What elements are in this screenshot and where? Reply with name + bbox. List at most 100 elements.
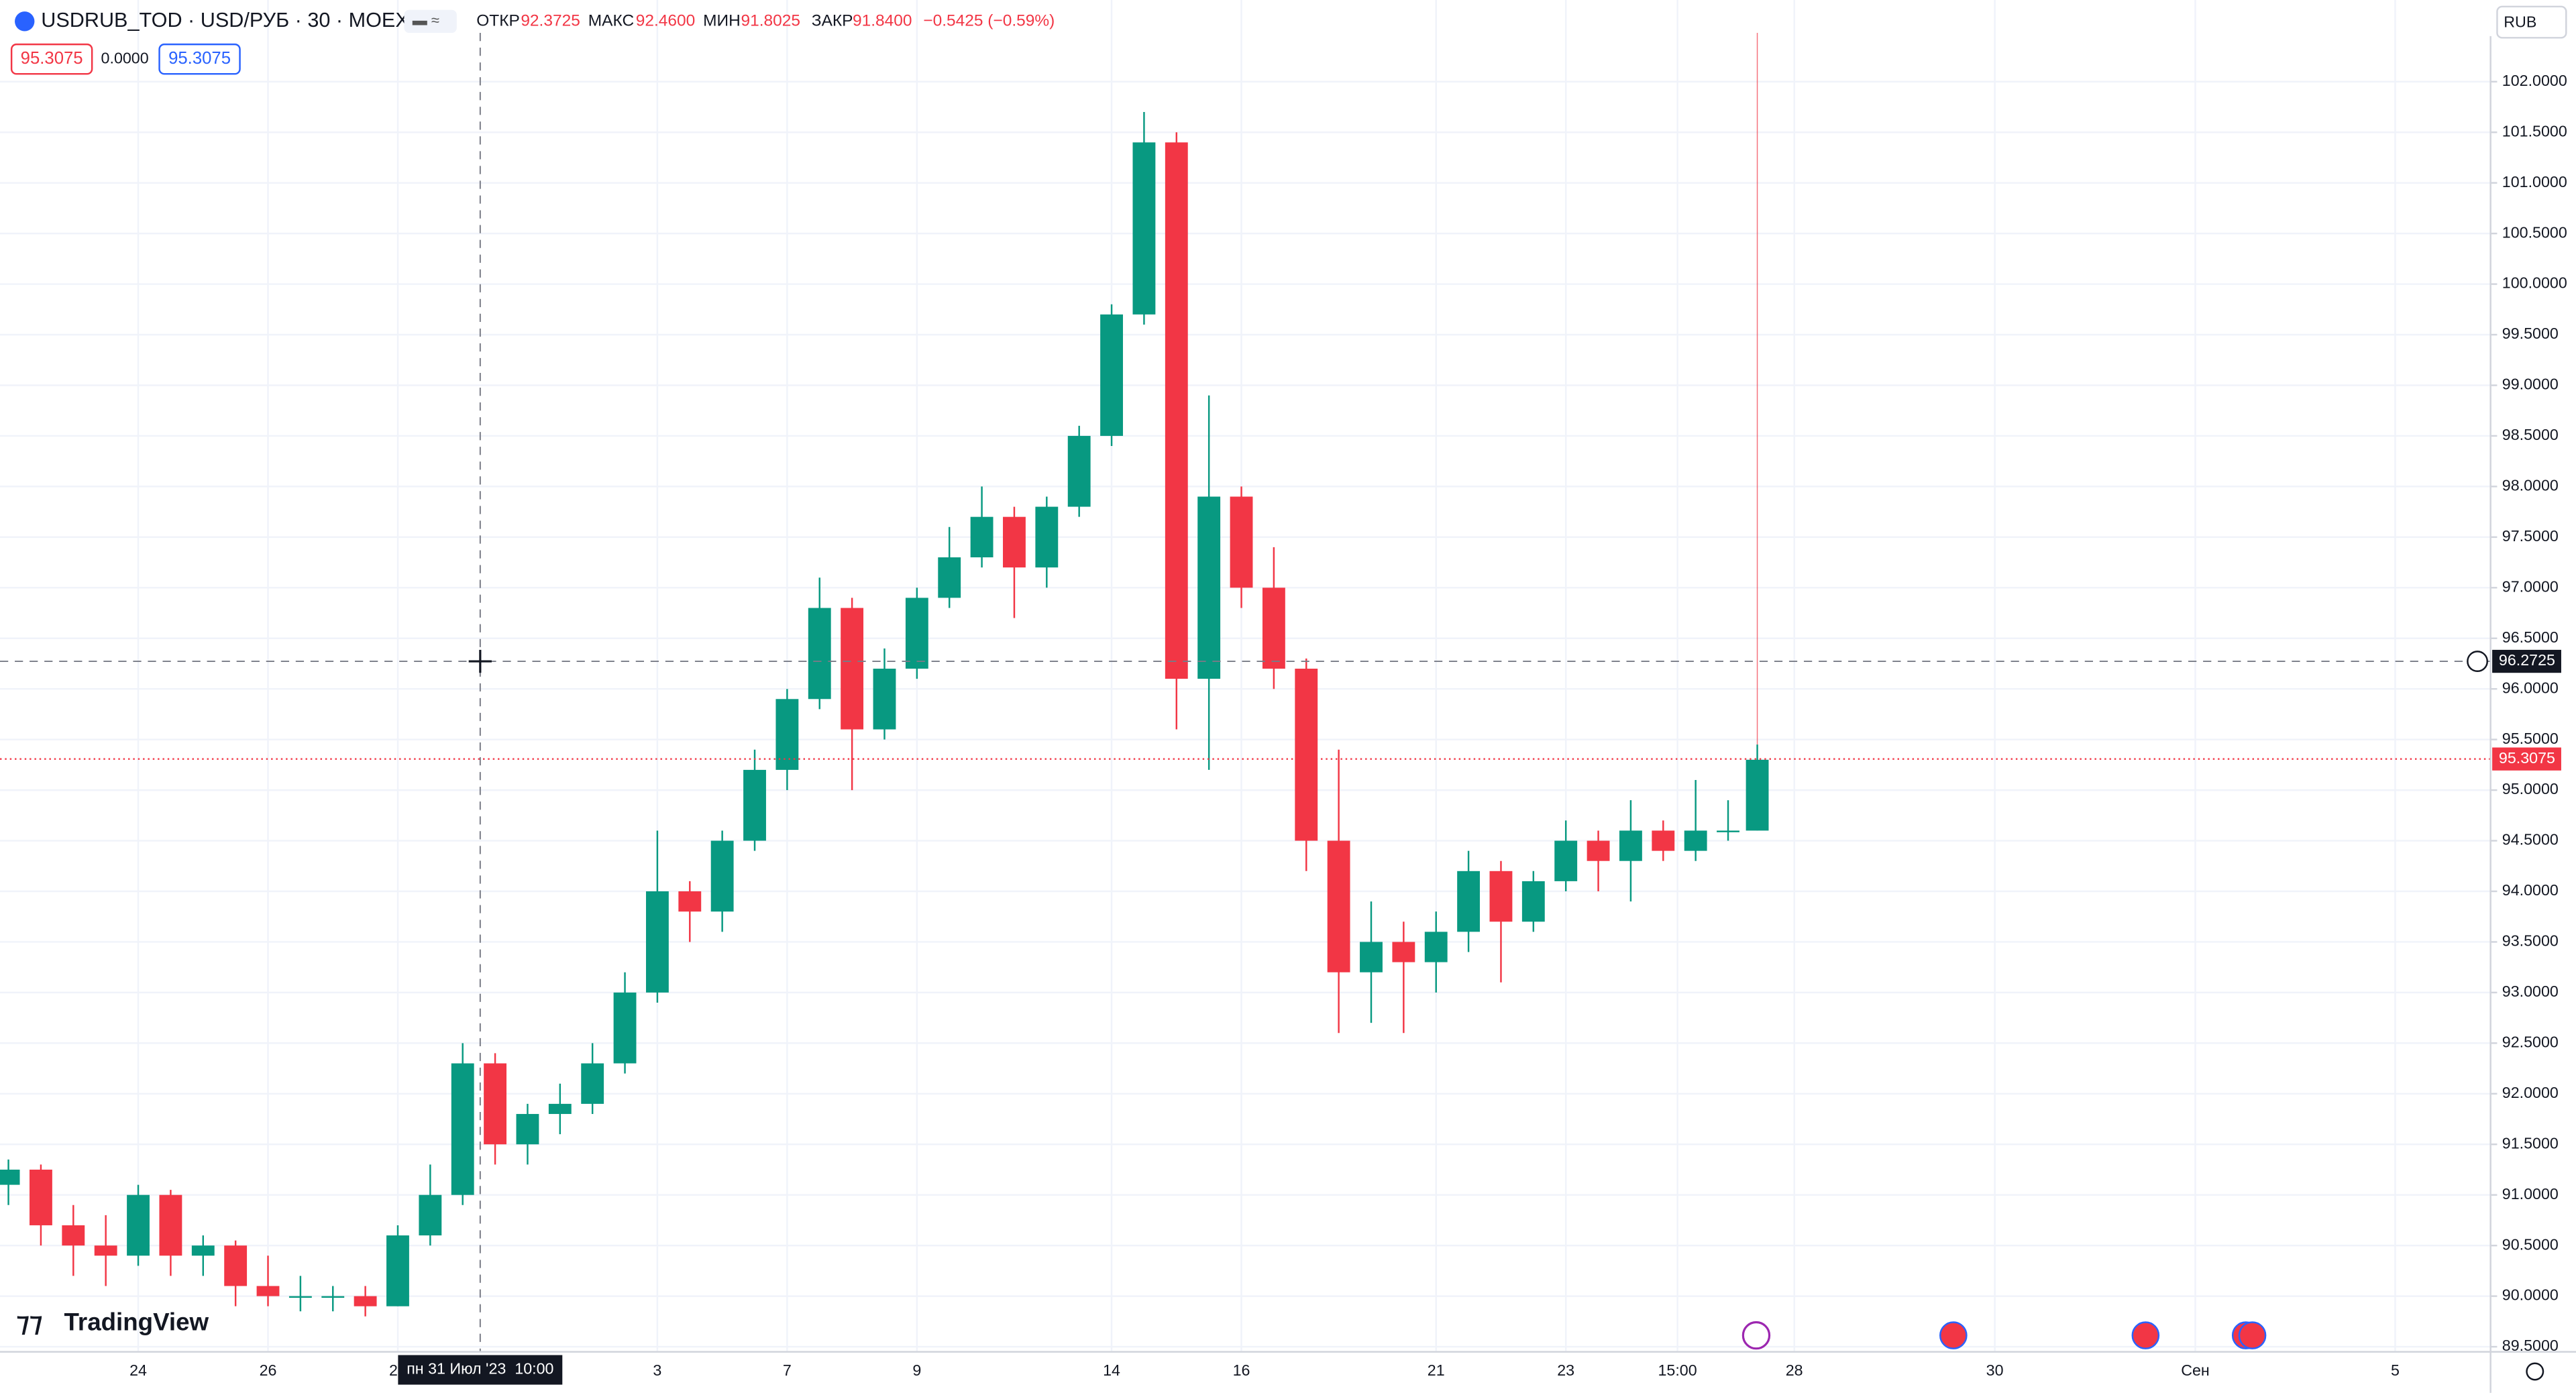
candle-body [1067, 435, 1091, 507]
add-alert-button[interactable] [2467, 651, 2488, 672]
close-value: 91.8400 [853, 11, 912, 30]
candle-body [841, 608, 864, 730]
candle-body [710, 840, 734, 912]
symbol[interactable]: USDRUB_TOD · USD/РУБ · 30 · MOEX [41, 9, 409, 32]
candle-body [645, 891, 669, 993]
candle-body [1652, 830, 1675, 851]
candle-body [938, 557, 961, 598]
y-tick-label: 93.0000 [2502, 983, 2559, 1000]
candle-body [386, 1235, 409, 1306]
candle-body [1197, 496, 1221, 679]
candle-body [354, 1296, 377, 1306]
y-tick-label: 98.0000 [2502, 477, 2559, 494]
candle-body [1295, 669, 1318, 841]
candle-body [1003, 516, 1026, 568]
logo: TradingView [64, 1308, 209, 1336]
header-buttons[interactable] [404, 9, 457, 33]
last-price-box [2492, 747, 2561, 771]
header-icon: ▬ ≈ [413, 12, 439, 29]
candle-body [775, 699, 799, 770]
crosshair-y-label: 96.2725 [2499, 651, 2555, 669]
candle-body [1457, 871, 1481, 932]
candle-body [1489, 871, 1513, 922]
candle-body [581, 1063, 604, 1104]
x-tick-label: 30 [1986, 1361, 2004, 1379]
low-value: 91.8025 [741, 11, 800, 30]
candle-body [484, 1063, 507, 1145]
x-tick-label: 16 [1233, 1361, 1250, 1379]
candle-body [1392, 942, 1415, 962]
buy-button[interactable] [158, 43, 241, 75]
y-tick-label: 96.5000 [2502, 628, 2559, 646]
candle-body [191, 1245, 215, 1256]
candle-body [451, 1063, 474, 1195]
candle-body [548, 1103, 572, 1114]
y-tick-label: 100.5000 [2502, 223, 2567, 241]
y-tick-label: 101.5000 [2502, 122, 2567, 140]
y-tick-label: 93.5000 [2502, 932, 2559, 950]
candle-body [159, 1194, 182, 1256]
candle-body [678, 891, 702, 912]
candles [0, 112, 1769, 1317]
candle-body [321, 1296, 345, 1298]
event-icon[interactable] [2131, 1321, 2160, 1349]
y-tick-label: 97.5000 [2502, 527, 2559, 545]
event-icon[interactable] [1741, 1321, 1771, 1350]
candle-body [1521, 881, 1545, 922]
y-tick-label: 95.0000 [2502, 780, 2559, 797]
candle-body [0, 1169, 20, 1185]
low-label: МИН [703, 11, 741, 30]
y-tick-label: 89.5000 [2502, 1337, 2559, 1354]
y-tick-label: 97.0000 [2502, 577, 2559, 595]
candle-body [1165, 142, 1188, 679]
x-tick-label: 23 [1557, 1361, 1574, 1379]
candle-body [1746, 759, 1769, 831]
spread: 0.0000 [101, 49, 149, 66]
y-tick-label: 91.0000 [2502, 1185, 2559, 1203]
symbol-flag [15, 11, 35, 32]
x-tick-label: 3 [653, 1361, 661, 1379]
high-value: 92.4600 [636, 11, 696, 30]
x-tick-label: 7 [783, 1361, 792, 1379]
candle-body [1554, 840, 1578, 881]
sell-price: 95.3075 [21, 49, 83, 68]
x-tick-label: Сен [2181, 1361, 2210, 1379]
sell-button[interactable] [10, 43, 93, 75]
candle-body [1230, 496, 1253, 588]
y-tick-label: 94.5000 [2502, 831, 2559, 848]
crosshair-x-box [398, 1355, 563, 1385]
x-tick-label: 9 [912, 1361, 921, 1379]
candle-body [1100, 314, 1123, 436]
candle-body [62, 1225, 85, 1246]
y-tick-label: 90.5000 [2502, 1235, 2559, 1253]
candle-body [873, 669, 896, 730]
x-tick-label: 14 [1103, 1361, 1120, 1379]
candle-body [94, 1245, 117, 1256]
y-tick-label: 102.0000 [2502, 72, 2567, 89]
candle-body [1035, 506, 1059, 568]
crosshair-y-box [2492, 649, 2561, 673]
candle-body [30, 1169, 52, 1225]
currency-button[interactable] [2496, 5, 2567, 39]
event-icon[interactable] [2238, 1321, 2267, 1349]
y-tick-label: 92.5000 [2502, 1033, 2559, 1050]
currency: RUB [2504, 13, 2536, 30]
settings-icon[interactable] [2526, 1362, 2544, 1381]
candle-body [256, 1286, 280, 1296]
candle-body [1587, 840, 1610, 861]
y-tick-label: 100.0000 [2502, 274, 2567, 292]
last-price-label: 95.3075 [2499, 749, 2555, 767]
candle-body [127, 1194, 150, 1256]
overlay [0, 32, 2491, 1352]
candle-body [1717, 830, 1739, 832]
candle-body [808, 608, 831, 700]
candle-body [224, 1245, 248, 1286]
x-tick-label: 28 [1786, 1361, 1803, 1379]
candle-body [419, 1194, 442, 1236]
high-label: МАКС [588, 11, 634, 30]
close-label: ЗАКР [812, 11, 853, 30]
y-tick-label: 98.5000 [2502, 426, 2559, 443]
event-icon[interactable] [1939, 1321, 1968, 1349]
